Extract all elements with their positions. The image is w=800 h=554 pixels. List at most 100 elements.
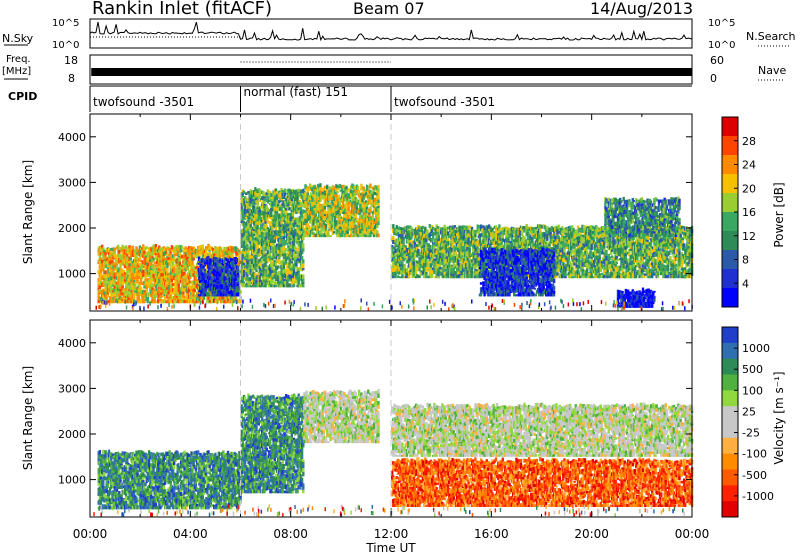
echo-cell bbox=[229, 251, 232, 257]
echo-cell bbox=[181, 295, 184, 300]
echo-cell bbox=[438, 266, 442, 270]
echo-cell bbox=[343, 214, 346, 218]
echo-cell bbox=[176, 276, 179, 280]
echo-cell bbox=[219, 269, 222, 274]
echo-cell bbox=[154, 243, 158, 249]
echo-cell bbox=[160, 276, 163, 279]
echo-cell bbox=[365, 188, 369, 191]
echo-cell bbox=[271, 279, 274, 284]
echo-cell bbox=[171, 291, 175, 295]
echo-cell bbox=[201, 269, 204, 274]
echo-cell bbox=[146, 257, 150, 262]
echo-cell bbox=[426, 229, 429, 234]
echo-cell bbox=[236, 265, 240, 270]
echo-cell bbox=[204, 285, 208, 288]
echo-cell bbox=[163, 267, 167, 271]
echo-cell bbox=[216, 277, 219, 281]
echo-cell bbox=[181, 254, 184, 259]
echo-cell bbox=[215, 282, 218, 287]
echo-cell bbox=[354, 190, 357, 193]
echo-cell bbox=[230, 245, 233, 249]
echo-cell bbox=[257, 242, 260, 245]
echo-cell bbox=[184, 252, 187, 255]
echo-cell bbox=[254, 272, 257, 277]
echo-cell bbox=[138, 263, 142, 267]
echo-cell bbox=[429, 263, 433, 268]
echo-cell bbox=[258, 234, 262, 238]
echo-cell bbox=[144, 271, 147, 275]
echo-cell bbox=[365, 184, 369, 189]
echo-cell bbox=[195, 262, 199, 266]
echo-cell bbox=[238, 294, 241, 297]
echo-cell bbox=[435, 250, 438, 255]
echo-cell bbox=[262, 191, 265, 194]
echo-cell bbox=[373, 227, 377, 230]
echo-cell bbox=[212, 272, 216, 276]
echo-cell bbox=[160, 259, 163, 263]
echo-cell bbox=[144, 264, 147, 269]
echo-cell bbox=[170, 278, 174, 283]
echo-cell bbox=[251, 236, 255, 241]
echo-cell bbox=[282, 264, 286, 270]
echo-cell bbox=[103, 277, 106, 281]
echo-cell bbox=[168, 278, 171, 282]
echo-cell bbox=[197, 293, 201, 297]
echo-cell bbox=[428, 237, 431, 241]
echo-cell bbox=[312, 194, 315, 198]
echo-cell bbox=[372, 189, 376, 192]
echo-cell bbox=[216, 249, 219, 254]
echo-cell bbox=[281, 190, 284, 193]
echo-cell bbox=[263, 201, 266, 204]
echo-cell bbox=[409, 262, 412, 267]
echo-cell bbox=[456, 267, 459, 271]
echo-cell bbox=[258, 209, 262, 212]
echo-cell bbox=[176, 290, 179, 294]
echo-cell bbox=[369, 183, 372, 188]
echo-cell bbox=[294, 222, 297, 225]
echo-cell bbox=[190, 295, 193, 299]
echo-cell bbox=[118, 253, 121, 258]
echo-cell bbox=[419, 265, 422, 269]
echo-cell bbox=[209, 291, 212, 296]
echo-cell bbox=[444, 253, 447, 257]
echo-cell bbox=[120, 299, 123, 304]
echo-cell bbox=[327, 234, 330, 238]
echo-cell bbox=[142, 273, 145, 277]
echo-cell bbox=[223, 246, 226, 250]
echo-cell bbox=[159, 267, 162, 270]
echo-cell bbox=[203, 268, 206, 272]
echo-cell bbox=[437, 276, 441, 279]
echo-cell bbox=[427, 243, 430, 248]
echo-cell bbox=[232, 248, 235, 253]
echo-cell bbox=[211, 247, 215, 252]
echo-cell bbox=[166, 253, 169, 257]
echo-cell bbox=[173, 246, 176, 251]
echo-cell bbox=[225, 300, 228, 304]
echo-cell bbox=[354, 219, 357, 223]
echo-cell bbox=[472, 236, 475, 241]
echo-cell bbox=[342, 230, 345, 233]
echo-cell bbox=[136, 279, 139, 284]
echo-cell bbox=[231, 258, 234, 261]
echo-cell bbox=[152, 285, 155, 287]
echo-cell bbox=[183, 298, 186, 300]
echo-cell bbox=[168, 272, 171, 276]
echo-cell bbox=[167, 257, 170, 260]
echo-cell bbox=[425, 271, 428, 274]
power-echoes bbox=[95, 114, 694, 312]
echo-cell bbox=[392, 261, 395, 265]
echo-cell bbox=[371, 197, 374, 200]
nsky-trace bbox=[89, 21, 693, 42]
echo-cell bbox=[117, 269, 120, 273]
echo-cell bbox=[324, 223, 328, 228]
echo-cell bbox=[142, 290, 145, 294]
echo-cell bbox=[287, 224, 290, 227]
echo-cell bbox=[302, 224, 305, 229]
cpid-label: CPID bbox=[8, 90, 37, 103]
echo-cell bbox=[103, 261, 106, 266]
echo-cell bbox=[224, 254, 227, 258]
echo-cell bbox=[160, 289, 163, 293]
echo-cell bbox=[110, 247, 113, 251]
echo-cell bbox=[183, 295, 186, 299]
echo-cell bbox=[125, 293, 128, 296]
